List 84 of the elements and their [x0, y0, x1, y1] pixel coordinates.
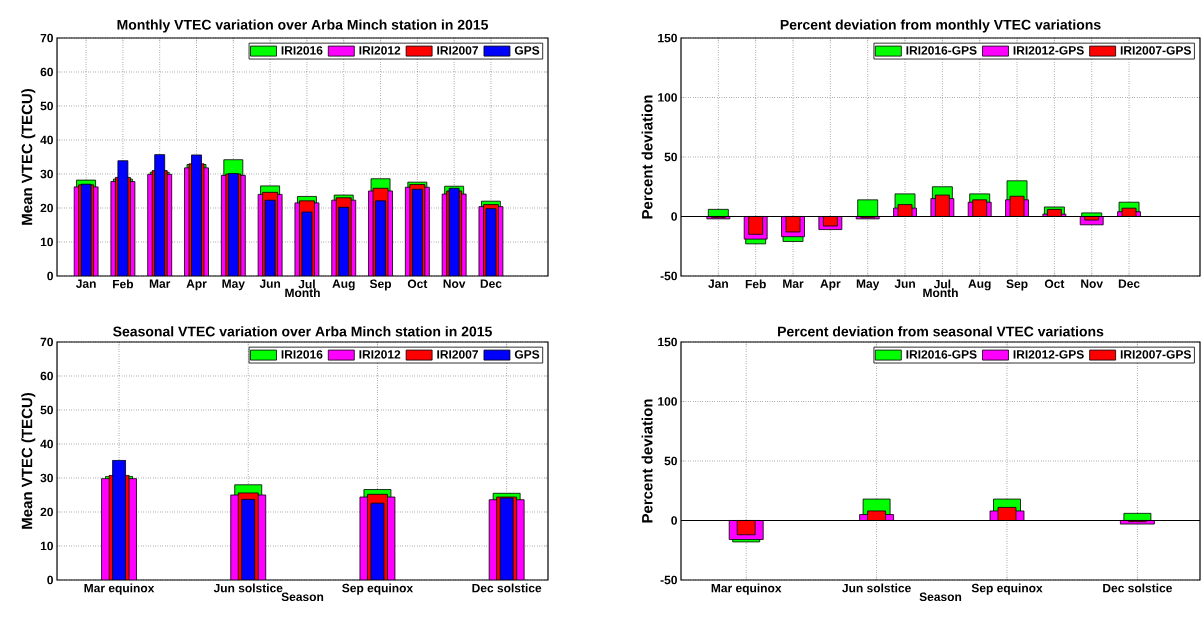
- legend-label: IRI2016-GPS: [906, 46, 977, 55]
- x-tick-label: Aug: [968, 279, 991, 291]
- chart-title: Percent deviation from seasonal VTEC variations: [778, 326, 1104, 337]
- x-tick-label: Jul: [298, 279, 315, 289]
- x-tick-label: May: [222, 279, 245, 291]
- y-tick-label: 60: [40, 371, 53, 381]
- y-tick-label: 10: [40, 237, 53, 247]
- x-tick-label: Oct: [1044, 279, 1065, 289]
- x-tick-label: Jan: [708, 279, 728, 288]
- y-tick-label: 0: [671, 212, 677, 221]
- y-tick-label: 100: [658, 93, 677, 102]
- x-tick-label: Apr: [186, 279, 207, 291]
- y-tick-label: 70: [40, 337, 53, 347]
- x-tick-label: Nov: [443, 279, 466, 288]
- y-tick-label: 0: [47, 575, 53, 585]
- legend-label: IRI2012-GPS: [1013, 350, 1084, 359]
- y-tick-label: 50: [664, 456, 677, 466]
- x-tick-label: May: [856, 279, 880, 291]
- legend-label: IRI2016: [281, 46, 323, 55]
- legend-label: GPS: [514, 46, 540, 55]
- legend-label: IRI2016: [281, 350, 323, 359]
- chart-title: Monthly VTEC variation over Arba Minch station in 2015: [117, 19, 489, 33]
- legend-label: IRI2007-GPS: [1120, 350, 1191, 359]
- y-tick-label: 30: [40, 169, 53, 179]
- x-tick-label: Dec: [480, 279, 502, 288]
- x-tick-label: Sep: [369, 279, 392, 291]
- x-tick-label: Sep equinox: [971, 583, 1043, 595]
- legend-label: IRI2016-GPS: [906, 350, 977, 359]
- y-tick-label: 40: [40, 135, 53, 145]
- x-tick-label: Feb: [745, 279, 766, 289]
- y-tick-label: 50: [40, 405, 53, 415]
- y-tick-label: 30: [40, 473, 53, 483]
- y-tick-label: -50: [660, 271, 677, 281]
- x-tick-label: Jan: [75, 279, 96, 288]
- legend-label: IRI2007: [437, 46, 479, 55]
- x-tick-label: Jun: [894, 279, 915, 288]
- x-tick-label: Dec solstice: [1103, 583, 1172, 593]
- x-tick-label: Nov: [1081, 279, 1103, 288]
- y-tick-label: 10: [40, 541, 53, 551]
- y-axis-title: Mean VTEC (TECU): [21, 393, 36, 529]
- x-axis-title: Season: [919, 592, 962, 602]
- x-tick-label: Jul: [933, 279, 951, 289]
- y-tick-label: 150: [658, 337, 677, 347]
- y-tick-label: 50: [40, 101, 53, 111]
- x-axis-title: Month: [285, 288, 320, 298]
- legend-label: IRI2012-GPS: [1013, 46, 1084, 55]
- y-axis-title: Mean VTEC (TECU): [21, 89, 36, 225]
- y-tick-label: 100: [658, 397, 677, 406]
- x-tick-label: Apr: [820, 279, 841, 291]
- x-tick-label: Mar: [783, 279, 804, 288]
- x-tick-label: Sep equinox: [342, 583, 414, 595]
- x-tick-label: Mar: [149, 279, 171, 288]
- legend-label: IRI2012: [359, 350, 401, 359]
- y-axis-title: Percent deviation: [641, 399, 653, 523]
- legend-label: IRI2012: [359, 46, 401, 55]
- legend-label: IRI2007: [437, 350, 479, 359]
- y-tick-label: 20: [40, 203, 53, 213]
- y-tick-label: 150: [658, 33, 677, 43]
- x-tick-label: Feb: [113, 279, 134, 289]
- x-axis-title: Month: [923, 288, 958, 298]
- y-tick-label: 20: [40, 507, 53, 517]
- x-tick-label: Jun solstice: [842, 583, 911, 593]
- y-tick-label: 40: [40, 439, 53, 449]
- x-tick-label: Oct: [407, 279, 428, 289]
- chart-title: Seasonal VTEC variation over Arba Minch station in 2015: [113, 326, 492, 337]
- x-tick-label: Mar equinox: [84, 583, 155, 595]
- x-tick-label: Sep: [1006, 279, 1028, 291]
- x-tick-label: Aug: [332, 279, 355, 291]
- chart-title: Percent deviation from monthly VTEC variations: [780, 19, 1101, 33]
- y-tick-label: 70: [40, 33, 53, 43]
- y-tick-label: -50: [660, 575, 677, 585]
- x-tick-label: Dec: [1118, 279, 1140, 288]
- y-tick-label: 0: [671, 516, 677, 525]
- x-tick-label: Dec solstice: [472, 583, 542, 593]
- x-tick-label: Mar equinox: [711, 583, 782, 595]
- y-tick-label: 50: [664, 152, 677, 162]
- y-axis-title: Percent deviation: [641, 95, 653, 219]
- y-tick-label: 0: [47, 271, 53, 281]
- x-tick-label: Jun solstice: [213, 583, 283, 593]
- legend-label: IRI2007-GPS: [1120, 46, 1191, 55]
- x-axis-title: Season: [281, 592, 324, 602]
- legend-label: GPS: [514, 350, 540, 359]
- y-tick-label: 60: [40, 67, 53, 77]
- x-tick-label: Jun: [259, 279, 281, 288]
